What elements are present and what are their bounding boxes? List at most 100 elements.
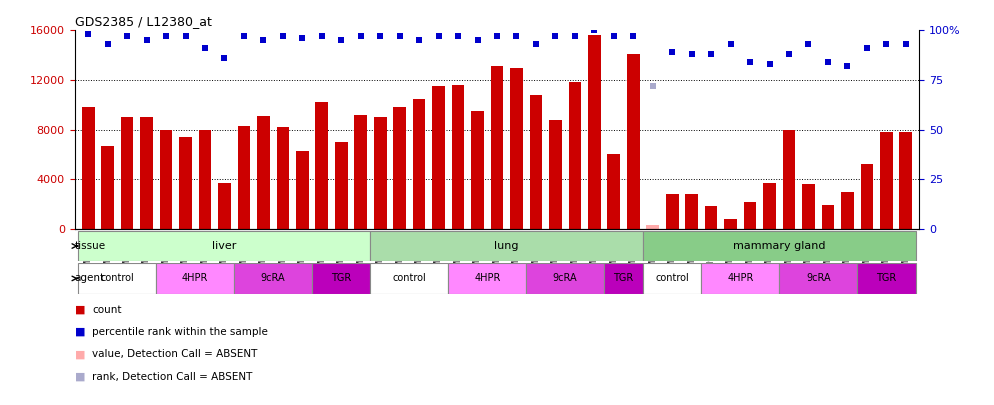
Bar [82, 107, 94, 229]
Bar [432, 86, 445, 229]
Bar [296, 151, 309, 229]
Bar [471, 111, 484, 229]
Bar [448, 263, 526, 294]
Text: lung: lung [494, 241, 519, 251]
Text: 4HPR: 4HPR [728, 273, 753, 283]
Bar [643, 263, 702, 294]
Bar [861, 164, 873, 229]
Bar [491, 66, 503, 229]
Point [158, 33, 174, 40]
Bar [530, 95, 543, 229]
Text: percentile rank within the sample: percentile rank within the sample [92, 327, 268, 337]
Point [178, 33, 194, 40]
Bar [588, 35, 600, 229]
Point [333, 37, 349, 44]
Point [723, 41, 739, 47]
Point [275, 33, 291, 40]
Bar [646, 225, 659, 229]
Bar [782, 130, 795, 229]
Bar [822, 205, 834, 229]
Bar [238, 126, 250, 229]
Bar [569, 83, 581, 229]
Point [392, 33, 408, 40]
Text: liver: liver [213, 241, 237, 251]
Text: ■: ■ [75, 372, 85, 382]
Text: rank, Detection Call = ABSENT: rank, Detection Call = ABSENT [92, 372, 252, 382]
Bar [121, 117, 133, 229]
Point [372, 33, 388, 40]
Text: ■: ■ [75, 305, 85, 315]
Point [645, 83, 661, 89]
Bar [627, 54, 639, 229]
Bar [276, 127, 289, 229]
Bar [315, 102, 328, 229]
Point [586, 27, 602, 34]
Bar [607, 154, 620, 229]
Bar [371, 263, 448, 294]
Bar [880, 132, 893, 229]
Bar [218, 183, 231, 229]
Point [255, 37, 271, 44]
Bar [312, 263, 371, 294]
Bar [705, 207, 718, 229]
Text: control: control [100, 273, 134, 283]
Text: TGR: TGR [877, 273, 897, 283]
Point [548, 33, 564, 40]
Bar [763, 183, 776, 229]
Bar [199, 130, 212, 229]
Point [703, 51, 719, 58]
Point [509, 33, 525, 40]
Text: agent: agent [75, 273, 105, 283]
Bar [526, 263, 604, 294]
Bar [101, 146, 114, 229]
Point [879, 41, 895, 47]
Point [314, 33, 330, 40]
Bar [451, 85, 464, 229]
Bar [702, 263, 779, 294]
Bar [235, 263, 312, 294]
Bar [140, 117, 153, 229]
Text: 4HPR: 4HPR [474, 273, 500, 283]
Point [236, 33, 251, 40]
Point [898, 41, 913, 47]
Bar [725, 219, 737, 229]
Text: 9cRA: 9cRA [553, 273, 578, 283]
Text: 9cRA: 9cRA [806, 273, 831, 283]
Bar [744, 202, 756, 229]
Point [528, 41, 544, 47]
Point [820, 59, 836, 65]
Text: 9cRA: 9cRA [260, 273, 285, 283]
Point [294, 35, 310, 42]
Point [664, 49, 680, 55]
Point [430, 33, 446, 40]
Point [859, 45, 875, 51]
Point [197, 45, 213, 51]
Bar [857, 263, 915, 294]
Bar [549, 120, 562, 229]
Bar [156, 263, 235, 294]
Bar [779, 263, 857, 294]
Point [81, 31, 96, 38]
Point [781, 51, 797, 58]
Point [761, 61, 777, 67]
Bar [355, 115, 367, 229]
Text: ■: ■ [75, 327, 85, 337]
Point [743, 59, 758, 65]
Point [412, 37, 427, 44]
Bar [666, 194, 679, 229]
Point [469, 37, 485, 44]
Text: control: control [393, 273, 426, 283]
Bar [802, 184, 815, 229]
Point [99, 41, 115, 47]
Text: mammary gland: mammary gland [733, 241, 826, 251]
Point [450, 33, 466, 40]
Text: TGR: TGR [613, 273, 633, 283]
Bar [79, 231, 371, 261]
Bar [394, 107, 406, 229]
Bar [179, 137, 192, 229]
Point [800, 41, 816, 47]
Point [684, 51, 700, 58]
Point [353, 33, 369, 40]
Text: GDS2385 / L12380_at: GDS2385 / L12380_at [75, 15, 212, 28]
Point [217, 55, 233, 62]
